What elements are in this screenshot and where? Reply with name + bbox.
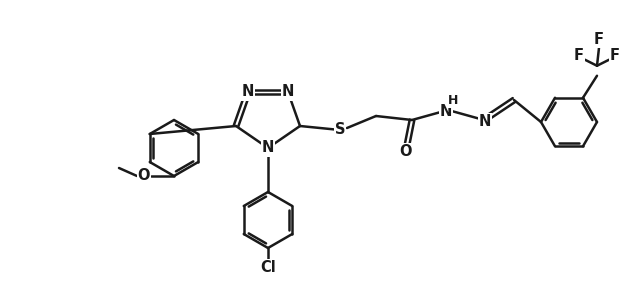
Text: S: S (335, 122, 345, 138)
Text: F: F (574, 48, 584, 63)
Text: F: F (594, 32, 604, 47)
Text: N: N (479, 115, 491, 129)
Text: N: N (242, 85, 254, 99)
Text: N: N (282, 85, 294, 99)
Text: O: O (400, 145, 412, 159)
Text: N: N (440, 105, 452, 119)
Text: N: N (262, 140, 274, 156)
Text: Cl: Cl (260, 260, 276, 276)
Text: H: H (448, 94, 458, 107)
Text: O: O (138, 168, 150, 184)
Text: F: F (610, 48, 620, 63)
